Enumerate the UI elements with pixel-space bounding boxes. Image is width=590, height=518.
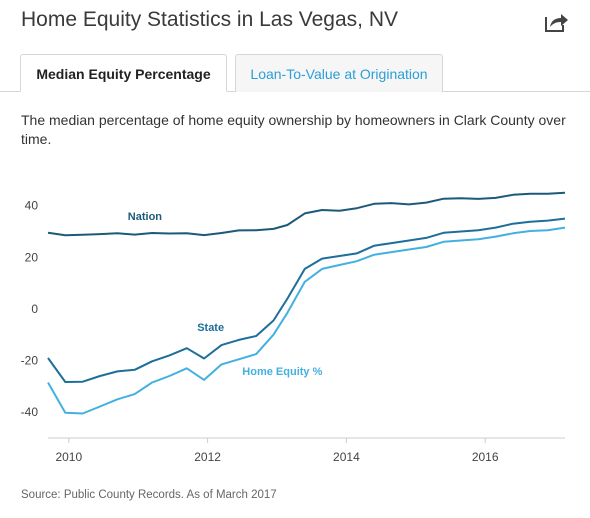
y-tick-label: 40 (25, 199, 39, 213)
series-label: Nation (128, 211, 162, 223)
series-line-state (47, 217, 566, 383)
share-arrow-icon[interactable] (543, 11, 569, 33)
x-axis-ticks: 2010 2012 2014 2016 (55, 438, 499, 464)
series-lines (47, 191, 566, 415)
series-label: State (197, 322, 224, 334)
series-line-nation (47, 191, 566, 237)
x-tick-label: 2014 (333, 450, 360, 464)
page-title: Home Equity Statistics in Las Vegas, NV (21, 8, 399, 31)
x-tick-label: 2016 (472, 450, 499, 464)
y-tick-label: -40 (21, 405, 39, 419)
y-axis-ticks: -40 -20 0 20 40 (21, 199, 39, 420)
series-line-home-equity (47, 226, 566, 415)
y-tick-label: 0 (31, 302, 38, 316)
series-labels: Nation State Home Equity % (128, 211, 323, 378)
tab-bar: Median Equity Percentage Loan-To-Value a… (0, 54, 590, 92)
tab-median-equity-percentage[interactable]: Median Equity Percentage (20, 54, 227, 92)
chart-description: The median percentage of home equity own… (21, 112, 566, 147)
tab-loan-to-value[interactable]: Loan-To-Value at Origination (235, 54, 443, 92)
x-tick-label: 2012 (194, 450, 221, 464)
equity-line-chart: -40 -20 0 20 40 2010 2012 2014 2016 Nation State… (21, 191, 566, 464)
x-tick-label: 2010 (55, 450, 82, 464)
y-tick-label: 20 (25, 250, 39, 264)
source-note: Source: Public County Records. As of Mar… (21, 489, 277, 501)
series-label: Home Equity % (242, 366, 322, 378)
y-tick-label: -20 (21, 354, 39, 368)
